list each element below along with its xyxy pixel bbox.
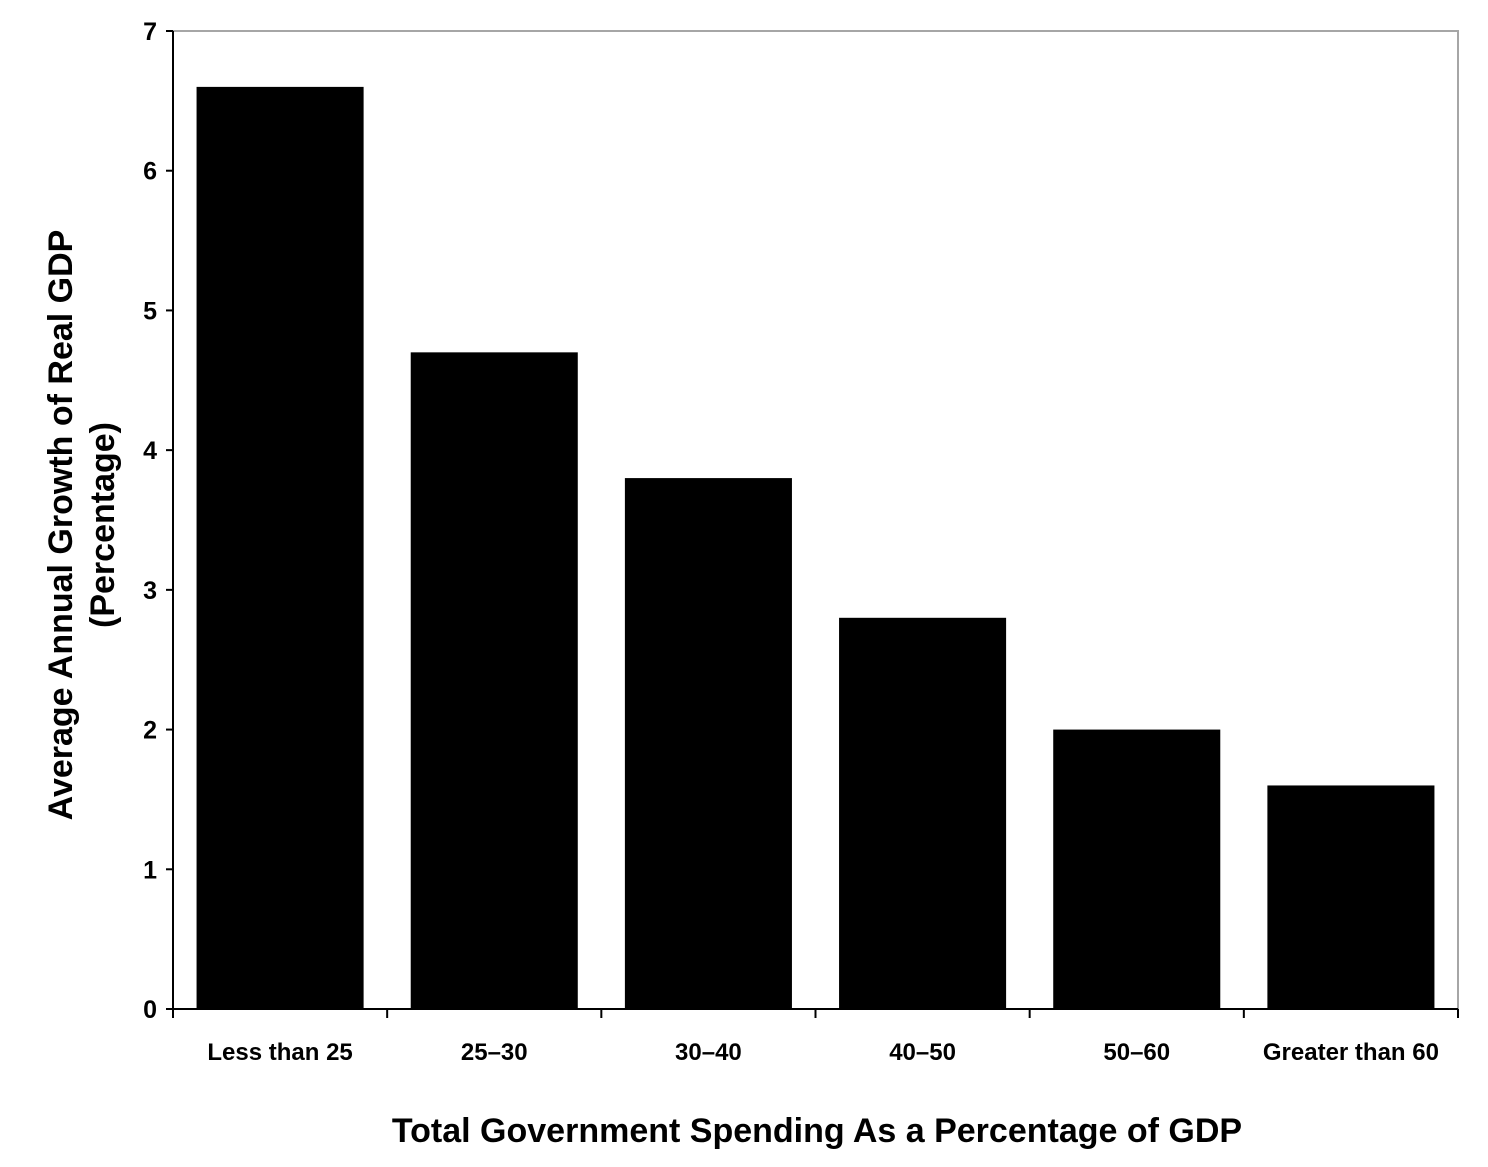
y-tick-label: 1 [143,856,157,884]
x-axis-title: Total Government Spending As a Percentag… [392,1112,1242,1150]
plot-frame [172,30,1459,1010]
bar [839,617,1007,1009]
x-tick-label: Less than 25 [207,1039,352,1066]
x-ticks-group: Less than 25 25–30 30–40 40–50 50–60 Greater … [172,1009,1459,1066]
x-tick-label: 30–40 [675,1039,742,1066]
y-tick-label: 6 [143,158,157,186]
bars-group [196,86,1435,1010]
bar [1053,729,1221,1009]
bar [1267,785,1435,1009]
y-ticks-group: 0 1 2 3 4 5 6 7 [143,18,173,1024]
x-tick-label: 50–60 [1103,1039,1170,1066]
x-tick-label: Greater than 60 [1263,1039,1439,1066]
bar [624,478,792,1010]
bar [410,352,578,1009]
y-tick-label: 5 [143,297,157,325]
x-tick-label: 40–50 [889,1039,956,1066]
y-tick-label: 4 [143,437,157,465]
y-tick-label: 3 [143,577,157,605]
y-tick-label: 0 [143,996,157,1024]
y-axis-title-line1: Average Annual Growth of Real GDP [42,230,80,821]
bar [196,86,364,1009]
y-tick-label: 2 [143,717,157,745]
y-axis-title-line2: (Percentage) [84,422,122,628]
y-tick-label: 7 [143,18,157,46]
x-tick-label: 25–30 [461,1039,528,1066]
